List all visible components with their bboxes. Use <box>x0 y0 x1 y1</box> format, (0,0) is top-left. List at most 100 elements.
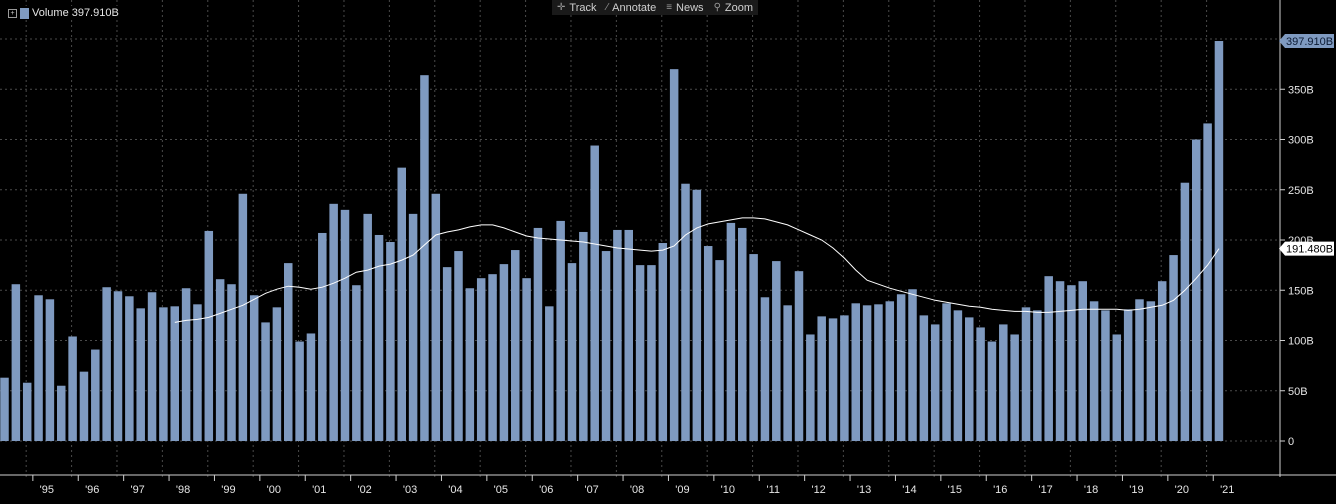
volume-bar <box>613 229 622 441</box>
volume-bar <box>147 292 157 441</box>
volume-bar <box>0 377 9 441</box>
y-tick-label: 250B <box>1288 185 1314 197</box>
plus-box-icon[interactable]: + <box>8 8 17 18</box>
track-button[interactable]: ✛ Track <box>552 0 601 15</box>
volume-bar <box>488 274 497 441</box>
x-tick-label: '17 <box>1038 484 1052 496</box>
volume-bar <box>352 285 361 441</box>
volume-bar <box>896 294 906 441</box>
volume-bar <box>511 250 520 441</box>
legend-value: 397.910B <box>71 7 119 19</box>
volume-bar <box>420 75 429 442</box>
last-average-flag: 191.480B <box>1279 241 1334 256</box>
x-tick-label: '98 <box>176 484 190 496</box>
volume-bar <box>522 278 531 441</box>
volume-bar <box>783 305 792 441</box>
volume-bar <box>306 333 316 441</box>
volume-bar <box>624 229 633 441</box>
volume-bar <box>68 336 77 441</box>
last-average-flag-text: 191.480B <box>1286 244 1333 256</box>
volume-bar <box>669 69 679 442</box>
last-volume-flag-text: 397.910B <box>1286 36 1333 48</box>
x-tick-label: '19 <box>1129 484 1143 496</box>
volume-bar <box>1089 301 1099 441</box>
legend-swatch <box>20 7 29 19</box>
annotate-button[interactable]: ⁄ Annotate <box>601 0 661 15</box>
volume-bar <box>159 307 168 441</box>
legend-label: Volume <box>32 7 69 19</box>
volume-bar <box>476 278 486 441</box>
y-tick-label: 50B <box>1288 386 1308 398</box>
x-tick-label: '96 <box>85 484 99 496</box>
volume-bar <box>828 318 838 441</box>
volume-bar <box>11 284 21 441</box>
y-tick-label: 350B <box>1288 84 1314 96</box>
news-button[interactable]: ≡ News <box>661 0 708 15</box>
volume-bar <box>295 341 304 441</box>
volume-bar <box>1146 301 1156 441</box>
volume-bar <box>1078 281 1087 441</box>
volume-bar <box>1214 41 1224 441</box>
y-tick-label: 0 <box>1288 436 1294 448</box>
news-label: News <box>676 1 704 14</box>
volume-bar <box>408 213 418 441</box>
x-tick-label: '07 <box>584 484 598 496</box>
volume-bar <box>1055 281 1065 441</box>
volume-bar <box>499 264 509 441</box>
crosshair-icon: ✛ <box>557 2 566 13</box>
x-tick-label: '09 <box>675 484 689 496</box>
volume-bar <box>885 301 895 441</box>
pencil-icon: ⁄ <box>606 2 609 13</box>
x-tick-label: '01 <box>312 484 326 496</box>
volume-bar <box>45 299 55 441</box>
volume-bar <box>397 167 406 441</box>
legend[interactable]: + Volume 397.910B <box>6 6 121 20</box>
zoom-label: Zoom <box>724 1 754 14</box>
volume-bar <box>533 227 543 441</box>
x-tick-label: '95 <box>40 484 54 496</box>
volume-bar <box>272 307 282 441</box>
annotate-label: Annotate <box>612 1 657 14</box>
volume-bar <box>1033 310 1042 441</box>
x-tick-label: '13 <box>857 484 871 496</box>
y-tick-label: 150B <box>1288 285 1314 297</box>
zoom-button[interactable]: ⚲ Zoom <box>709 0 758 15</box>
x-tick-label: '04 <box>448 484 462 496</box>
volume-bar <box>1044 276 1053 441</box>
x-tick-label: '97 <box>130 484 144 496</box>
chart-toolbar: ✛ Track ⁄ Annotate ≡ News ⚲ Zoom <box>552 0 759 15</box>
volume-bar <box>227 284 236 441</box>
volume-bar <box>374 234 384 441</box>
volume-bar <box>1180 182 1190 441</box>
volume-bar <box>465 288 475 441</box>
volume-bar <box>817 316 826 441</box>
volume-bar <box>34 295 43 441</box>
volume-bar <box>556 220 565 441</box>
volume-bar <box>738 227 747 441</box>
moving-average-line <box>174 217 1220 323</box>
last-average-flag-box <box>1279 241 1334 256</box>
x-tick-label: '06 <box>539 484 553 496</box>
average-line <box>174 217 1220 323</box>
volume-bar <box>1010 334 1019 441</box>
volume-bar <box>215 279 225 441</box>
volume-bar <box>567 263 577 441</box>
volume-bar <box>363 213 372 441</box>
volume-bar <box>749 254 758 441</box>
volume-bar <box>647 265 656 441</box>
volume-bar <box>703 246 713 441</box>
volume-bar <box>454 251 463 441</box>
x-tick-label: '05 <box>494 484 508 496</box>
volume-bar <box>976 327 985 441</box>
volume-bar <box>987 341 997 441</box>
volume-bar <box>1192 139 1201 441</box>
volume-bar <box>1157 281 1167 441</box>
volume-bar <box>1112 334 1122 441</box>
volume-bar <box>57 385 66 441</box>
volume-bar <box>136 308 145 441</box>
volume-bar <box>204 230 214 441</box>
x-tick-label: '08 <box>630 484 644 496</box>
volume-bars <box>0 41 1224 442</box>
